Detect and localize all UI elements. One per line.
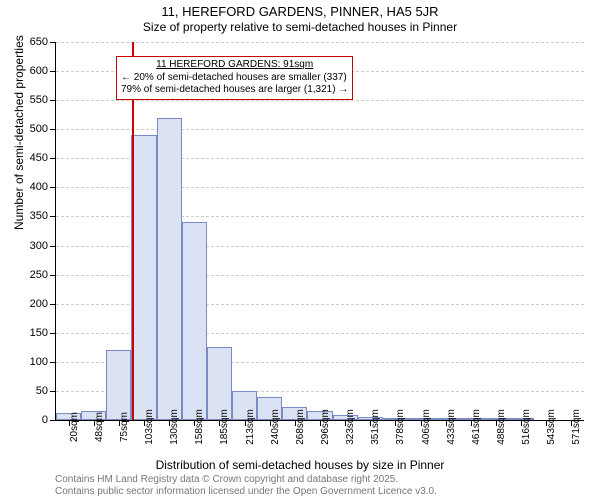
chart-title-main: 11, HEREFORD GARDENS, PINNER, HA5 5JR xyxy=(0,4,600,19)
footer-attribution: Contains HM Land Registry data © Crown c… xyxy=(55,474,437,498)
plot-area: 0501001502002503003504004505005506006502… xyxy=(55,42,584,421)
x-tick-label: 268sqm xyxy=(295,409,306,445)
y-tick xyxy=(50,187,56,188)
y-tick xyxy=(50,333,56,334)
y-tick xyxy=(50,391,56,392)
x-tick-label: 516sqm xyxy=(521,409,532,445)
chart-title-sub: Size of property relative to semi-detach… xyxy=(0,20,600,34)
x-tick-label: 213sqm xyxy=(245,409,256,445)
y-tick xyxy=(50,71,56,72)
y-tick-label: 600 xyxy=(30,65,48,77)
y-tick xyxy=(50,100,56,101)
y-tick-label: 350 xyxy=(30,210,48,222)
histogram-bar xyxy=(131,135,156,420)
annotation-line-3: 79% of semi-detached houses are larger (… xyxy=(121,84,348,97)
y-tick-label: 250 xyxy=(30,269,48,281)
y-tick xyxy=(50,129,56,130)
y-tick xyxy=(50,362,56,363)
annotation-box: 11 HEREFORD GARDENS: 91sqm← 20% of semi-… xyxy=(116,56,353,100)
y-tick-label: 50 xyxy=(36,385,48,397)
histogram-chart: 11, HEREFORD GARDENS, PINNER, HA5 5JR Si… xyxy=(0,0,600,500)
y-tick xyxy=(50,42,56,43)
histogram-bar xyxy=(157,118,182,420)
histogram-bar xyxy=(182,222,207,420)
annotation-line-1: 11 HEREFORD GARDENS: 91sqm xyxy=(121,59,348,72)
footer-line-1: Contains HM Land Registry data © Crown c… xyxy=(55,474,437,486)
x-tick-label: 488sqm xyxy=(496,409,507,445)
y-tick-label: 300 xyxy=(30,240,48,252)
x-tick-label: 185sqm xyxy=(219,409,230,445)
x-tick-label: 240sqm xyxy=(270,409,281,445)
y-tick xyxy=(50,420,56,421)
x-tick-label: 130sqm xyxy=(169,409,180,445)
y-tick xyxy=(50,246,56,247)
x-tick-label: 158sqm xyxy=(194,409,205,445)
y-tick-label: 100 xyxy=(30,356,48,368)
x-tick-label: 296sqm xyxy=(320,409,331,445)
grid-line xyxy=(56,42,584,43)
y-tick-label: 550 xyxy=(30,94,48,106)
grid-line xyxy=(56,129,584,130)
x-tick-label: 103sqm xyxy=(144,409,155,445)
x-tick-label: 75sqm xyxy=(119,412,130,442)
annotation-line-2: ← 20% of semi-detached houses are smalle… xyxy=(121,72,348,85)
y-tick xyxy=(50,158,56,159)
x-tick-label: 433sqm xyxy=(446,409,457,445)
x-tick-label: 378sqm xyxy=(395,409,406,445)
y-tick xyxy=(50,275,56,276)
x-tick-label: 461sqm xyxy=(471,409,482,445)
y-axis-label: Number of semi-detached properties xyxy=(12,35,26,230)
y-tick-label: 500 xyxy=(30,123,48,135)
y-tick-label: 400 xyxy=(30,181,48,193)
histogram-bar xyxy=(106,350,131,420)
x-axis-label: Distribution of semi-detached houses by … xyxy=(0,458,600,472)
x-tick-label: 351sqm xyxy=(370,409,381,445)
x-tick-label: 543sqm xyxy=(546,409,557,445)
y-tick-label: 450 xyxy=(30,152,48,164)
x-tick-label: 406sqm xyxy=(421,409,432,445)
y-tick-label: 0 xyxy=(42,414,48,426)
x-tick-label: 571sqm xyxy=(571,409,582,445)
y-tick-label: 150 xyxy=(30,327,48,339)
footer-line-2: Contains public sector information licen… xyxy=(55,486,437,498)
x-tick-label: 20sqm xyxy=(69,412,80,442)
x-tick-label: 48sqm xyxy=(94,412,105,442)
y-tick xyxy=(50,216,56,217)
y-tick xyxy=(50,304,56,305)
y-tick-label: 200 xyxy=(30,298,48,310)
x-tick-label: 323sqm xyxy=(345,409,356,445)
y-tick-label: 650 xyxy=(30,36,48,48)
grid-line xyxy=(56,100,584,101)
